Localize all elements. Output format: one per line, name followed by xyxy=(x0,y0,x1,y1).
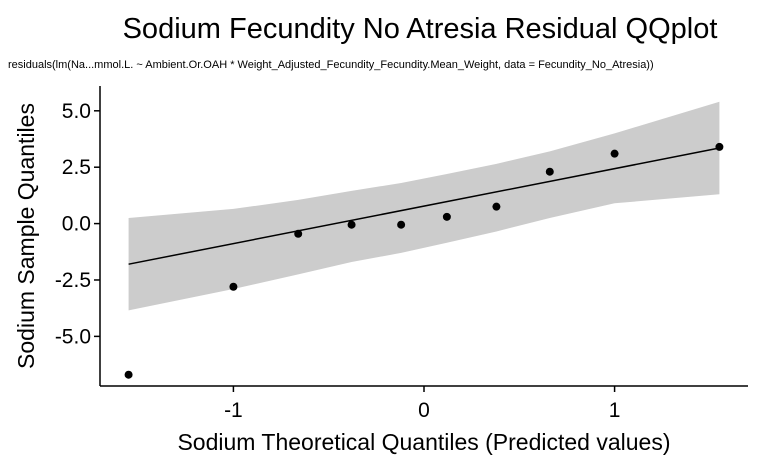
data-point xyxy=(545,167,554,176)
data-point xyxy=(715,142,724,151)
data-point xyxy=(397,220,406,229)
y-tick-label: -5.0 xyxy=(55,325,91,348)
chart-subtitle: residuals(lm(Na...mmol.L. ~ Ambient.Or.O… xyxy=(8,59,654,71)
data-point xyxy=(124,370,133,379)
x-tick-label: -1 xyxy=(224,399,243,422)
y-axis-label: Sodium Sample Quantiles xyxy=(13,103,39,369)
y-tick-label: 2.5 xyxy=(62,156,91,179)
data-point xyxy=(229,282,238,291)
y-tick-label: 0.0 xyxy=(62,213,91,236)
x-axis-ticks: -1 0 1 xyxy=(224,386,620,422)
x-axis-label: Sodium Theoretical Quantiles (Predicted … xyxy=(177,429,670,455)
data-point xyxy=(294,229,303,238)
data-points xyxy=(124,142,724,379)
x-tick-label: 1 xyxy=(609,399,621,422)
reference-line xyxy=(128,147,720,265)
y-axis-ticks: -5.0 -2.5 0.0 2.5 5.0 xyxy=(55,100,100,348)
data-point xyxy=(442,212,451,221)
data-point xyxy=(347,220,356,229)
x-tick-label: 0 xyxy=(418,399,430,422)
y-tick-label: 5.0 xyxy=(62,100,91,123)
y-tick-label: -2.5 xyxy=(55,269,91,292)
data-point xyxy=(610,149,619,158)
data-point xyxy=(492,202,501,211)
chart-title: Sodium Fecundity No Atresia Residual QQp… xyxy=(123,13,718,45)
